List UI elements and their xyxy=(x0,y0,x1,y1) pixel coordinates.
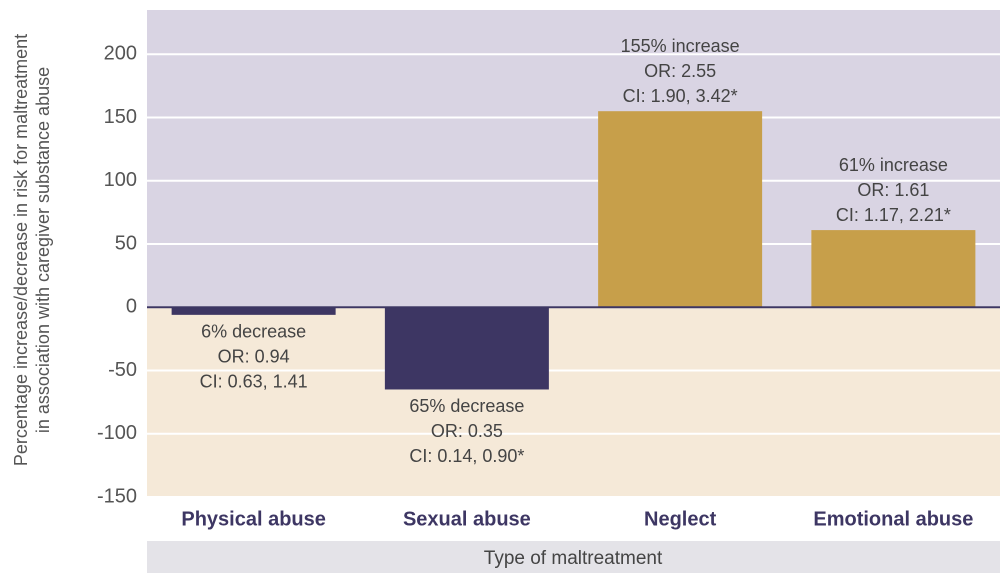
x-tick-label: Emotional abuse xyxy=(813,508,973,530)
y-axis-title: Percentage increase/decrease in risk for… xyxy=(11,34,53,466)
y-tick-label: -100 xyxy=(97,422,137,444)
x-tick-label: Neglect xyxy=(644,508,717,530)
bar xyxy=(384,307,549,390)
data-label: 65% decrease xyxy=(409,396,524,416)
y-axis-title-line: Percentage increase/decrease in risk for… xyxy=(11,34,31,466)
y-axis-title-line: in association with caregiver substance … xyxy=(33,67,53,433)
y-tick-label: 100 xyxy=(104,169,137,191)
x-axis-title: Type of maltreatment xyxy=(484,548,663,569)
y-tick-label: 200 xyxy=(104,43,137,65)
bar xyxy=(598,111,763,308)
x-tick-label: Physical abuse xyxy=(181,508,326,530)
y-tick-label: 0 xyxy=(126,296,137,318)
data-label: CI: 0.63, 1.41 xyxy=(200,372,308,392)
y-tick-label: 150 xyxy=(104,106,137,128)
data-label: OR: 1.61 xyxy=(857,180,929,200)
x-axis-title-band xyxy=(147,541,1000,573)
data-label: CI: 0.14, 0.90* xyxy=(409,446,524,466)
negative-background xyxy=(147,307,1000,497)
bar xyxy=(811,230,976,308)
data-label: 61% increase xyxy=(839,155,948,175)
data-label: 6% decrease xyxy=(201,322,306,342)
y-tick-label: 50 xyxy=(115,232,137,254)
y-tick-label: -50 xyxy=(108,359,137,381)
x-tick-label: Sexual abuse xyxy=(403,508,531,530)
data-label: OR: 2.55 xyxy=(644,61,716,81)
data-label: CI: 1.90, 3.42* xyxy=(623,86,738,106)
data-label: OR: 0.94 xyxy=(218,347,290,367)
data-label: 155% increase xyxy=(621,36,740,56)
data-label: CI: 1.17, 2.21* xyxy=(836,205,951,225)
data-label: OR: 0.35 xyxy=(431,421,503,441)
y-tick-label: -150 xyxy=(97,485,137,507)
bar xyxy=(171,307,336,315)
